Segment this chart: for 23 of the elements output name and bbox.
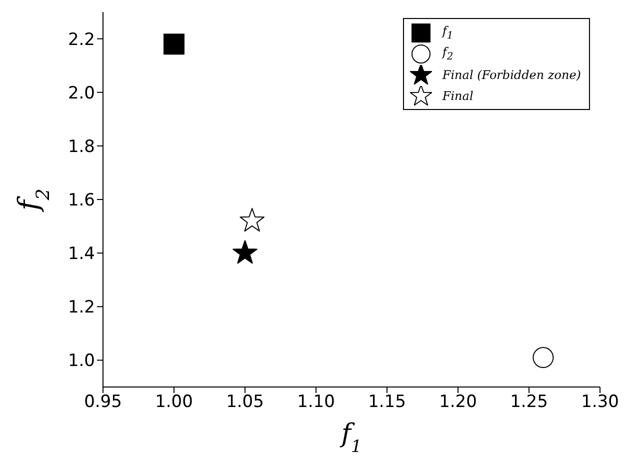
y-tick-label: 1.6 — [68, 190, 95, 211]
x-tick-label: 0.95 — [84, 392, 122, 412]
y-tick-label: 2.0 — [68, 83, 95, 104]
x-tick-label: 1.05 — [226, 392, 264, 412]
y-tick-label: 1.0 — [68, 351, 95, 372]
x-tick-label: 1.10 — [297, 392, 335, 412]
y-tick-label: 1.8 — [68, 136, 95, 157]
point — [164, 34, 184, 55]
point — [232, 240, 258, 264]
x-tick-label: 1.00 — [155, 392, 193, 412]
x-tick-label: 1.15 — [368, 392, 406, 412]
point — [240, 208, 264, 232]
x-tick-label: 1.30 — [581, 392, 619, 412]
x-tick-label: 1.20 — [439, 392, 477, 412]
y-tick-label: 1.2 — [68, 298, 95, 318]
x-tick-label: 1.25 — [510, 392, 548, 412]
y-tick-label: 2.2 — [68, 30, 95, 50]
legend-label: f$_{2}$ — [442, 44, 454, 62]
legend-label: Final (Forbidden zone) — [442, 68, 581, 82]
y-tick-label: 1.4 — [68, 244, 95, 264]
legend-label: f$_{1}$ — [442, 24, 454, 42]
x-axis-title: f$_{1}$ — [339, 419, 362, 456]
legend-label: Final — [442, 88, 474, 102]
